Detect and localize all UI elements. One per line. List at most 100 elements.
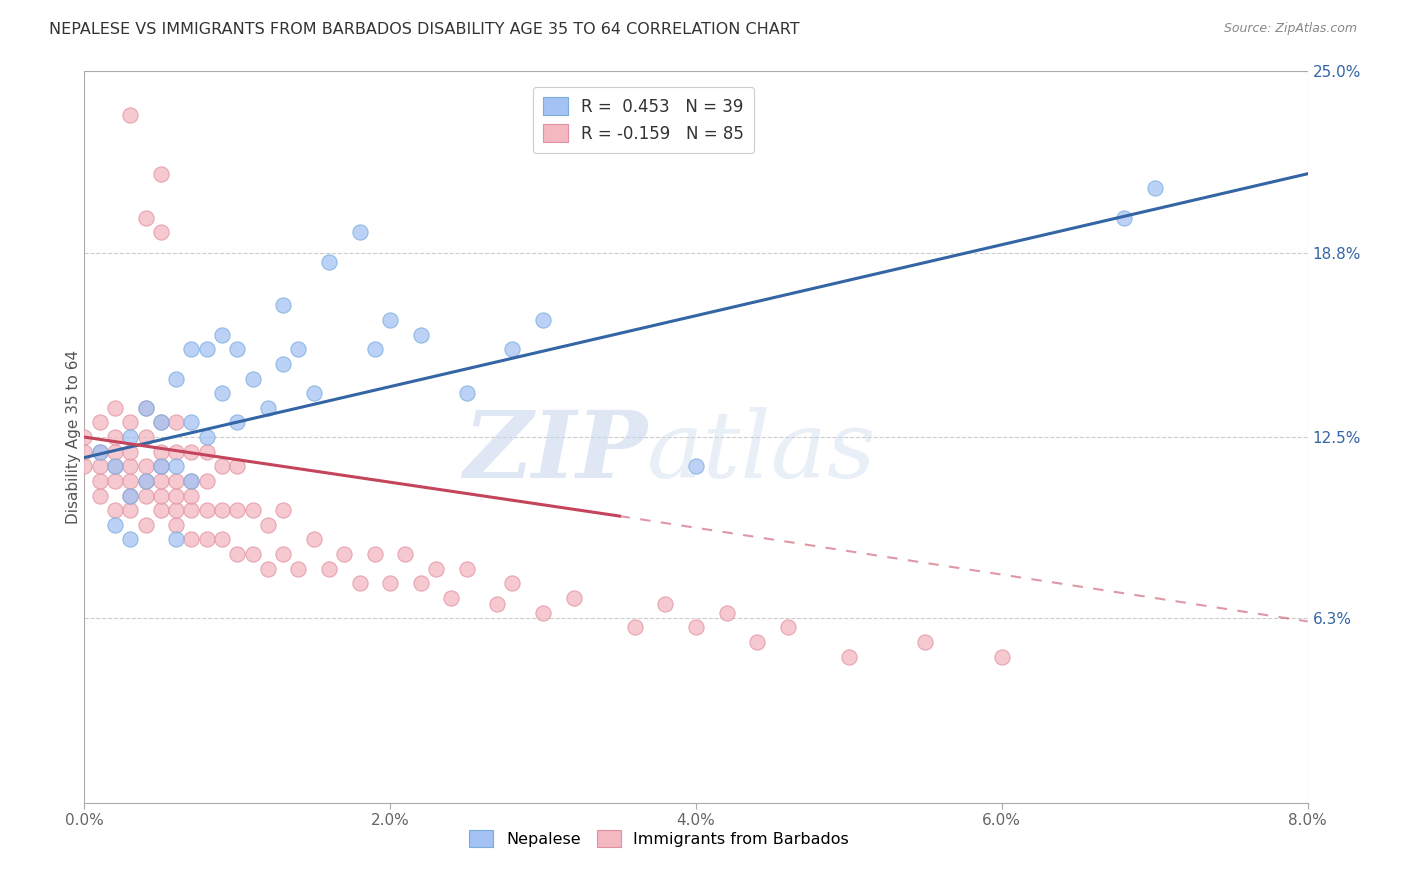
Point bbox=[456, 562, 478, 576]
Point bbox=[302, 386, 325, 401]
Point bbox=[120, 489, 142, 503]
Point bbox=[349, 576, 371, 591]
Point bbox=[531, 606, 554, 620]
Point bbox=[271, 298, 294, 312]
Point bbox=[104, 459, 127, 474]
Point bbox=[165, 503, 187, 517]
Point bbox=[180, 503, 202, 517]
Point bbox=[486, 597, 509, 611]
Point bbox=[211, 386, 233, 401]
Point bbox=[120, 459, 142, 474]
Point bbox=[149, 225, 172, 239]
Point bbox=[104, 517, 127, 532]
Point bbox=[257, 562, 280, 576]
Point bbox=[211, 459, 233, 474]
Point bbox=[747, 635, 769, 649]
Point bbox=[165, 444, 187, 458]
Point bbox=[149, 444, 172, 458]
Point bbox=[502, 576, 524, 591]
Point bbox=[195, 503, 218, 517]
Point bbox=[149, 459, 172, 474]
Point bbox=[135, 474, 157, 488]
Point bbox=[120, 474, 142, 488]
Point bbox=[211, 533, 233, 547]
Point bbox=[211, 327, 233, 342]
Text: Source: ZipAtlas.com: Source: ZipAtlas.com bbox=[1223, 22, 1357, 36]
Point bbox=[120, 533, 142, 547]
Point bbox=[135, 517, 157, 532]
Point bbox=[89, 444, 111, 458]
Point bbox=[685, 459, 707, 474]
Point bbox=[318, 562, 340, 576]
Point bbox=[838, 649, 860, 664]
Point bbox=[211, 503, 233, 517]
Point bbox=[104, 474, 127, 488]
Point bbox=[914, 635, 936, 649]
Point bbox=[531, 313, 554, 327]
Point bbox=[135, 401, 157, 415]
Point bbox=[120, 489, 142, 503]
Point bbox=[165, 416, 187, 430]
Text: NEPALESE VS IMMIGRANTS FROM BARBADOS DISABILITY AGE 35 TO 64 CORRELATION CHART: NEPALESE VS IMMIGRANTS FROM BARBADOS DIS… bbox=[49, 22, 800, 37]
Point bbox=[135, 211, 157, 225]
Point bbox=[120, 108, 142, 122]
Point bbox=[226, 503, 249, 517]
Point bbox=[149, 416, 172, 430]
Point bbox=[1143, 181, 1166, 195]
Point bbox=[180, 416, 202, 430]
Point bbox=[195, 533, 218, 547]
Point bbox=[425, 562, 447, 576]
Point bbox=[440, 591, 463, 605]
Point bbox=[149, 416, 172, 430]
Point bbox=[73, 430, 96, 444]
Point bbox=[120, 444, 142, 458]
Point bbox=[89, 474, 111, 488]
Text: atlas: atlas bbox=[647, 407, 876, 497]
Point bbox=[271, 547, 294, 561]
Point bbox=[271, 503, 294, 517]
Point bbox=[149, 474, 172, 488]
Point bbox=[685, 620, 707, 634]
Point bbox=[380, 313, 402, 327]
Point bbox=[135, 401, 157, 415]
Point bbox=[104, 459, 127, 474]
Point bbox=[195, 343, 218, 357]
Point bbox=[165, 474, 187, 488]
Point bbox=[1114, 211, 1136, 225]
Point bbox=[180, 444, 202, 458]
Point bbox=[149, 167, 172, 181]
Point bbox=[165, 533, 187, 547]
Point bbox=[242, 547, 264, 561]
Point bbox=[73, 459, 96, 474]
Point bbox=[120, 430, 142, 444]
Point bbox=[380, 576, 402, 591]
Point bbox=[195, 444, 218, 458]
Point bbox=[135, 474, 157, 488]
Point bbox=[104, 503, 127, 517]
Point bbox=[149, 503, 172, 517]
Point bbox=[104, 444, 127, 458]
Point bbox=[287, 562, 309, 576]
Legend: Nepalese, Immigrants from Barbados: Nepalese, Immigrants from Barbados bbox=[463, 824, 856, 854]
Point bbox=[654, 597, 676, 611]
Point bbox=[991, 649, 1014, 664]
Point bbox=[226, 343, 249, 357]
Point bbox=[624, 620, 647, 634]
Point bbox=[409, 327, 432, 342]
Point bbox=[562, 591, 585, 605]
Point bbox=[271, 357, 294, 371]
Point bbox=[318, 254, 340, 268]
Point bbox=[242, 503, 264, 517]
Point bbox=[104, 430, 127, 444]
Point bbox=[302, 533, 325, 547]
Point bbox=[226, 459, 249, 474]
Point bbox=[165, 371, 187, 385]
Point bbox=[394, 547, 416, 561]
Point bbox=[242, 371, 264, 385]
Point bbox=[135, 459, 157, 474]
Point bbox=[73, 444, 96, 458]
Text: ZIP: ZIP bbox=[463, 407, 647, 497]
Point bbox=[165, 459, 187, 474]
Point bbox=[226, 416, 249, 430]
Point bbox=[456, 386, 478, 401]
